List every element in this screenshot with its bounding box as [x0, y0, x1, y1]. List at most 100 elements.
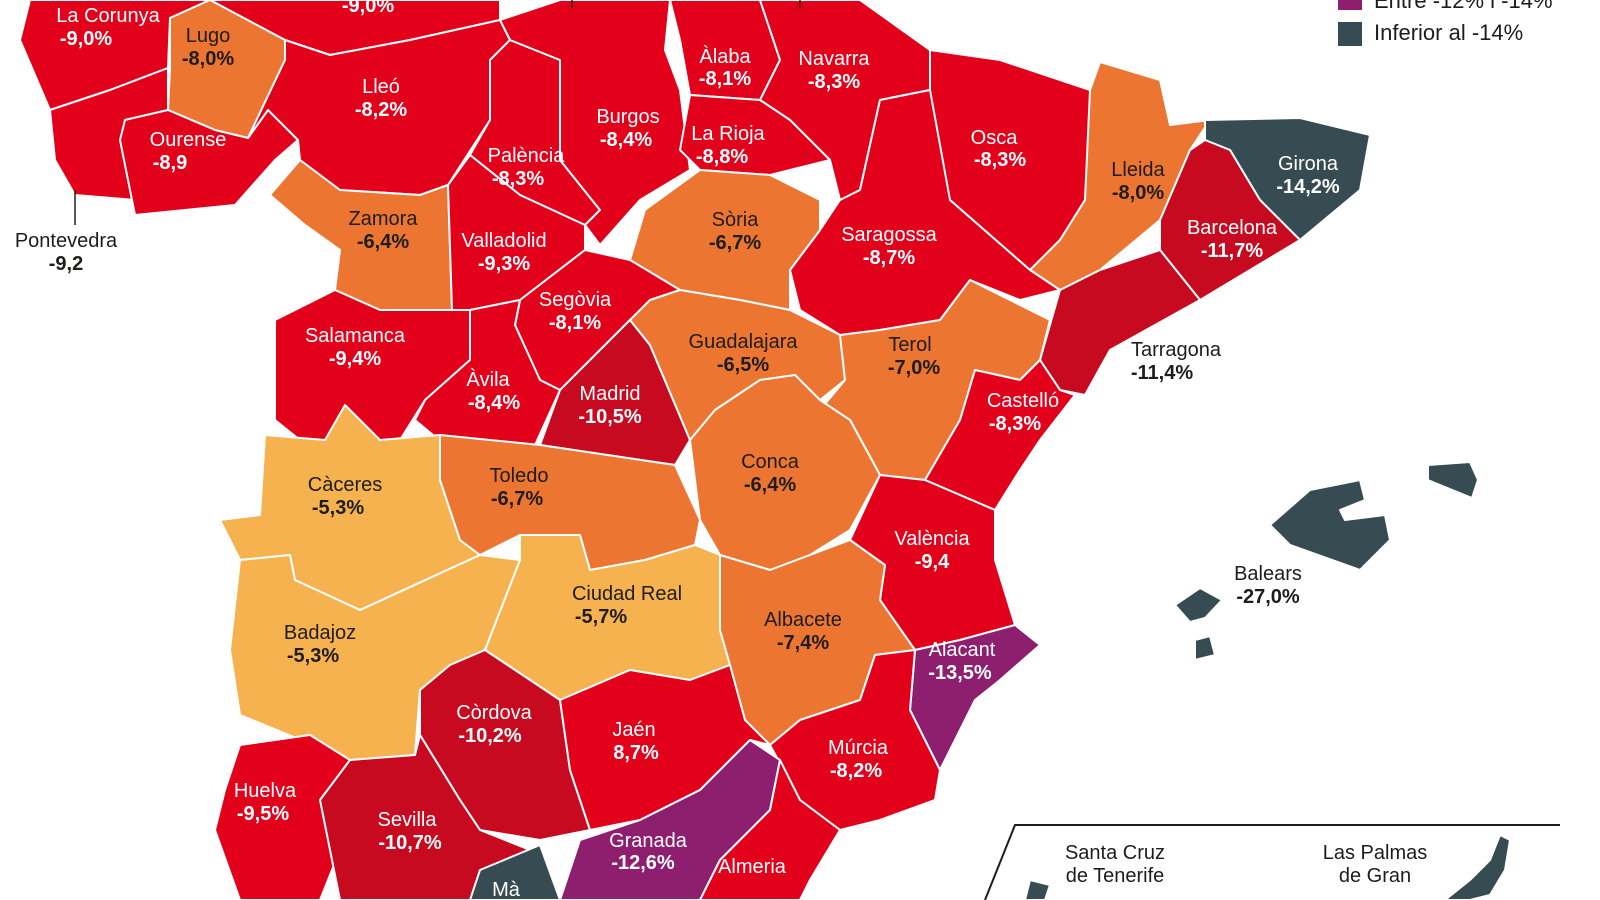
label-guadalajara-value: -6,5% [717, 354, 769, 376]
legend-swatch-purple [1338, 0, 1362, 10]
label-cordova-value: -10,2% [458, 725, 522, 747]
label-albacete-value: -7,4% [777, 632, 829, 654]
label-jaen-name: Jaén [612, 719, 655, 741]
label-osca-name: Osca [971, 127, 1019, 149]
label-balears-name: Balears [1234, 563, 1302, 585]
label-zamora-name: Zamora [349, 208, 419, 230]
province-sevilla [319, 734, 531, 900]
label-lleo-value: -8,2% [355, 99, 407, 121]
label-zamora-value: -6,4% [357, 231, 409, 253]
label-valladolid-name: Valladolid [461, 230, 546, 252]
label-caceres-name: Càceres [308, 474, 382, 496]
province-barcelona [1159, 139, 1301, 301]
province-jaen [559, 664, 771, 831]
province-huelva [214, 734, 351, 900]
label-albacete-name: Albacete [764, 609, 842, 631]
label-avila-value: -8,4% [468, 392, 520, 414]
label-pontevedra-value: -9,2 [49, 253, 83, 275]
label-salamanca-name: Salamanca [305, 325, 406, 347]
label-la-corunya-name: La Corunya [56, 5, 160, 27]
label-murcia-value: -8,2% [830, 760, 882, 782]
label-ciudad-real-value: -5,7% [575, 606, 627, 628]
label-badajoz-value: -5,3% [287, 645, 339, 667]
label-granada-name: Granada [609, 830, 688, 852]
label-palencia-name: Palència [488, 145, 566, 167]
label-ciudad-real-name: Ciudad Real [572, 583, 682, 605]
province-malaga [469, 844, 561, 900]
label-palencia-value: -8,3% [492, 168, 544, 190]
label-lleida-name: Lleida [1111, 159, 1165, 181]
label-guadalajara-name: Guadalajara [689, 331, 799, 353]
label-huelva-value: -9,5% [237, 803, 289, 825]
canary-inset: Santa Cruz de Tenerife Las Palmas de Gra… [984, 824, 1560, 900]
province-balears [1174, 461, 1479, 661]
label-soria-name: Sòria [712, 209, 760, 231]
label-ourense-name: Ourense [150, 129, 227, 151]
label-madrid-value: -10,5% [578, 406, 642, 428]
label-alaba-value: -8,1% [699, 68, 751, 90]
province-labels: -9,0% La Corunya -9,0% Lugo -8,0% Ourens… [15, 0, 1340, 900]
label-caceres-value: -5,3% [312, 497, 364, 519]
province-burgos [499, 0, 691, 246]
label-huelva-name: Huelva [234, 780, 297, 802]
legend: Entre -12% i -14% Inferior al -14% [1338, 0, 1553, 46]
label-terol-value: -7,0% [888, 357, 940, 379]
province-saragossa [789, 89, 1061, 336]
label-malaga-name: Mà [492, 879, 521, 900]
inset-island-gran-canaria [1444, 834, 1511, 900]
province-shapes [19, 0, 1479, 900]
legend-label-purple: Entre -12% i -14% [1374, 0, 1553, 13]
inset-palmas-line2: de Gran [1339, 865, 1411, 887]
label-segovia-name: Segòvia [539, 289, 612, 311]
label-ourense-value: -8,9 [153, 152, 187, 174]
label-pontevedra-name: Pontevedra [15, 230, 118, 252]
label-balears-value: -27,0% [1236, 586, 1300, 608]
label-navarra-value: -8,3% [808, 71, 860, 93]
label-conca-name: Conca [741, 451, 800, 473]
label-barcelona-value: -11,7% [1201, 240, 1263, 262]
label-lleo-name: Lleó [362, 76, 400, 98]
label-saragossa-name: Saragossa [841, 224, 937, 246]
label-segovia-value: -8,1% [549, 312, 601, 334]
label-granada-value: -12,6% [611, 852, 675, 874]
label-girona-value: -14,2% [1276, 176, 1340, 198]
inset-frame [984, 824, 1560, 900]
label-conca-value: -6,4% [744, 474, 796, 496]
label-badajoz-name: Badajoz [284, 622, 356, 644]
label-burgos-name: Burgos [596, 106, 659, 128]
province-almeria [699, 759, 841, 900]
label-barcelona-name: Barcelona [1187, 217, 1278, 239]
label-la-rioja-value: -8,8% [696, 146, 748, 168]
label-lleida-value: -8,0% [1112, 182, 1164, 204]
label-cordova-name: Còrdova [456, 702, 532, 724]
label-asturies-value: -9,0% [342, 0, 394, 17]
label-almeria-name: Almeria [718, 856, 787, 878]
label-la-rioja-name: La Rioja [691, 123, 765, 145]
inset-island-tenerife [1024, 879, 1051, 900]
label-alacant-name: Alacant [929, 639, 996, 661]
label-la-corunya-value: -9,0% [60, 28, 112, 50]
label-burgos-value: -8,4% [600, 129, 652, 151]
label-terol-name: Terol [888, 334, 931, 356]
legend-swatch-slate [1338, 22, 1362, 46]
inset-tenerife-line2: de Tenerife [1066, 865, 1165, 887]
label-tarragona-name: Tarragona [1131, 339, 1222, 361]
label-saragossa-value: -8,7% [863, 247, 915, 269]
label-sevilla-name: Sevilla [378, 809, 438, 831]
province-castello [924, 359, 1076, 511]
province-tarragona [1039, 249, 1201, 396]
label-alaba-name: Àlaba [699, 45, 751, 68]
label-valladolid-value: -9,3% [478, 253, 530, 275]
label-murcia-name: Múrcia [828, 737, 889, 759]
label-lugo-value: -8,0% [182, 48, 234, 70]
label-toledo-value: -6,7% [491, 488, 543, 510]
label-jaen-value: 8,7% [613, 742, 659, 764]
label-sevilla-value: -10,7% [378, 832, 442, 854]
province-la-rioja [679, 94, 831, 176]
label-navarra-name: Navarra [798, 48, 870, 70]
label-tarragona-value: -11,4% [1131, 362, 1193, 384]
label-castello-name: Castelló [987, 390, 1059, 412]
label-castello-value: -8,3% [989, 413, 1041, 435]
label-valencia-name: València [894, 528, 970, 550]
